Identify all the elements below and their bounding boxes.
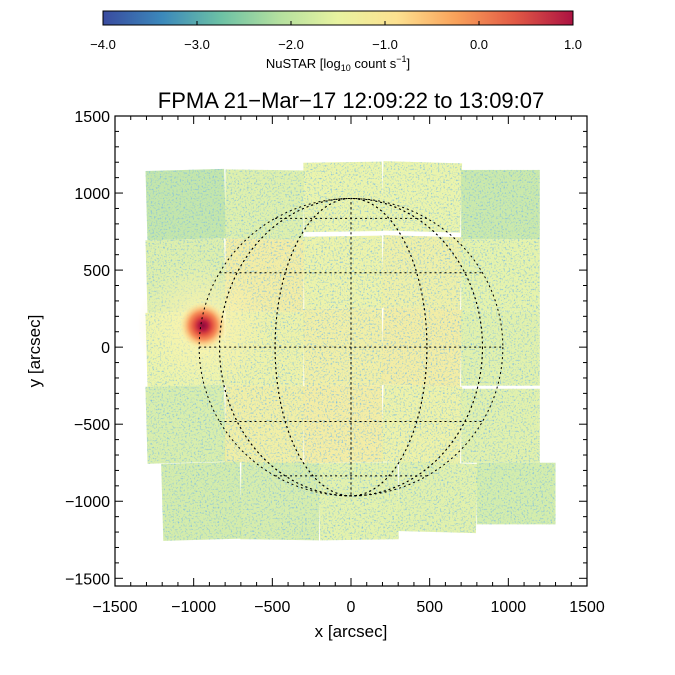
x-tick-label: −1500 [93, 599, 138, 616]
colorbar-bar [102, 10, 574, 26]
y-tick-label: 1500 [74, 109, 110, 126]
mosaic-tile-noise [224, 169, 305, 240]
colorbar-tick-label: −4.0 [90, 37, 116, 52]
mosaic-tile-noise [303, 385, 384, 464]
mosaic-tile-noise [240, 462, 321, 541]
x-tick-label: 1000 [491, 599, 527, 616]
y-axis-label: y [arcsec] [25, 315, 44, 388]
bright-flare-source [179, 301, 227, 350]
mosaic-tile-noise [161, 461, 242, 541]
x-tick-label: −1000 [171, 599, 216, 616]
chart-title: FPMA 21−Mar−17 12:09:22 to 13:09:07 [158, 88, 545, 113]
mosaic-tile-noise [476, 462, 556, 525]
y-tick-label: −1000 [65, 494, 110, 511]
mosaic-tile-noise [461, 239, 540, 312]
x-tick-label: −500 [254, 599, 290, 616]
x-tick-label: 1500 [569, 599, 605, 616]
colorbar: −4.0 −3.0 −2.0 −1.0 0.0 1.0 NuSTAR [log10 cou… [90, 10, 582, 73]
axis-ticks: −1500 −1000 −500 0 500 1000 1500 −1500 −1000 −500… [65, 109, 605, 616]
y-tick-label: 1000 [74, 186, 110, 203]
colorbar-tick-label: 0.0 [470, 37, 488, 52]
mosaic-tile-noise [224, 385, 305, 464]
y-tick-label: −1500 [65, 571, 110, 588]
mosaic-tile-noise [381, 384, 463, 464]
y-tick-label: 0 [101, 340, 110, 357]
mosaic-tile-noise [303, 235, 383, 310]
mosaic-tile-noise [303, 161, 383, 233]
colorbar-ticks: −4.0 −3.0 −2.0 −1.0 0.0 1.0 [90, 21, 582, 52]
mosaic-tile-noise [145, 168, 227, 241]
y-tick-label: −500 [74, 417, 110, 434]
mosaic-tile-noise [381, 307, 463, 387]
x-axis-label: x [arcsec] [315, 622, 388, 641]
colorbar-tick-label: −1.0 [372, 37, 398, 52]
mosaic-tile-noise [381, 161, 463, 233]
colorbar-tick-label: 1.0 [564, 37, 582, 52]
plot-image [137, 161, 556, 541]
mosaic-tile-noise [461, 169, 540, 240]
mosaic-tile-noise [461, 388, 540, 463]
x-tick-label: 0 [347, 599, 356, 616]
colorbar-tick-label: −2.0 [278, 37, 304, 52]
y-tick-label: 500 [83, 263, 110, 280]
colorbar-label: NuSTAR [log10 count s−1] [266, 54, 410, 73]
mosaic-tile-noise [303, 308, 384, 387]
mosaic-tile-noise [381, 235, 463, 310]
mosaic-tile-noise [318, 462, 399, 541]
colorbar-tick-label: −3.0 [184, 37, 210, 52]
mosaic-tile-noise [145, 384, 227, 464]
heliographic-grid [198, 197, 504, 497]
mosaic-tile-noise [397, 461, 478, 534]
mosaic-tile-noise [461, 311, 540, 386]
x-tick-label: 500 [416, 599, 443, 616]
